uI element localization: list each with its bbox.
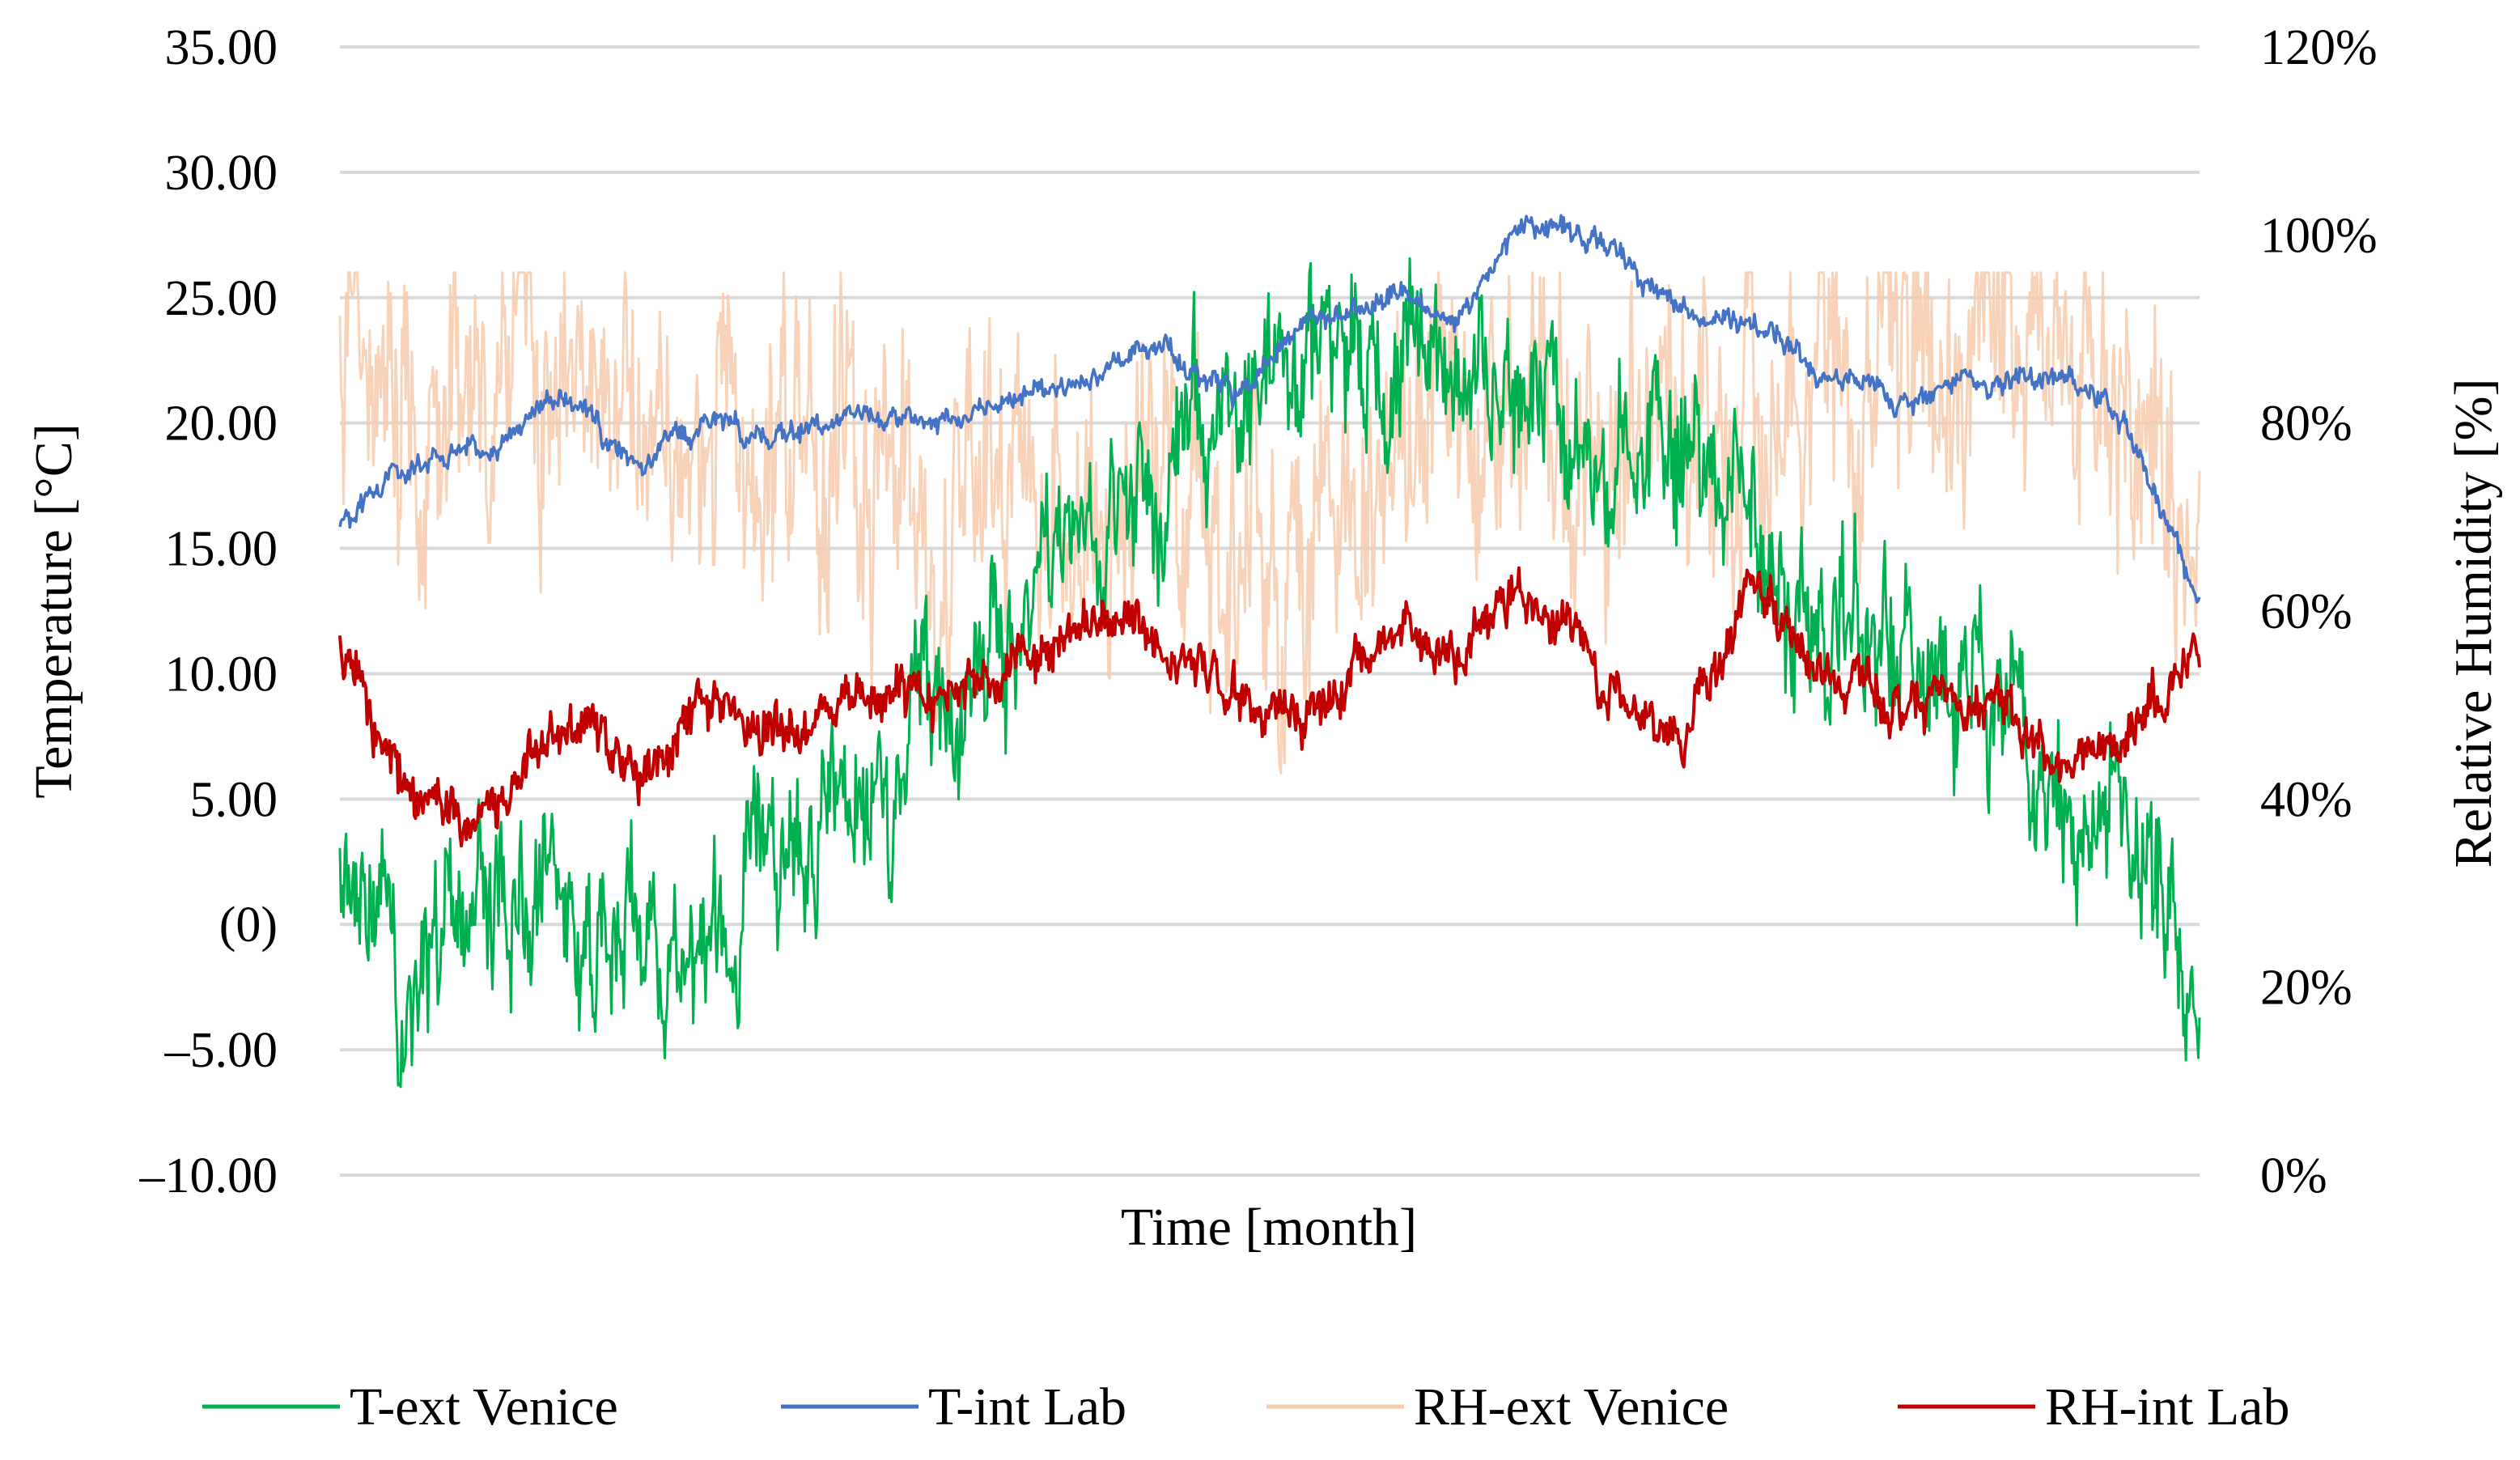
series-line-rh-ext-venice (338, 271, 2201, 775)
y-tick-left: 20.00 (165, 397, 278, 452)
y-tick-right: 100% (2260, 208, 2378, 263)
y-tick-left: –10.00 (139, 1148, 278, 1203)
legend-label: RH-int Lab (2045, 1377, 2289, 1437)
y-tick-left: 5.00 (190, 772, 278, 827)
y-tick-left: 10.00 (165, 647, 278, 702)
x-axis-title: Time [month] (1121, 1198, 1417, 1257)
y-axis-left-title: Temperature [°C] (24, 423, 83, 798)
y-tick-right: 20% (2260, 961, 2352, 1016)
legend: T-ext Venice T-int Lab RH-ext Venice RH-int… (202, 1377, 2289, 1437)
y-tick-right: 0% (2260, 1148, 2327, 1203)
legend-label: T-int Lab (928, 1377, 1126, 1437)
y-tick-left: –5.00 (164, 1023, 278, 1078)
legend-label: RH-ext Venice (1414, 1377, 1729, 1437)
y-tick-left: 35.00 (165, 20, 278, 75)
y-tick-left: 25.00 (165, 271, 278, 326)
y-axis-right: 120% 100% 80% 60% 40% 20% 0% (2260, 20, 2378, 1203)
y-tick-right: 80% (2260, 397, 2352, 452)
series-line-rh-int-lab (338, 566, 2201, 848)
legend-label: T-ext Venice (350, 1377, 618, 1437)
series-lines (338, 214, 2201, 1089)
y-tick-left: 30.00 (165, 146, 278, 201)
y-tick-left: 15.00 (165, 522, 278, 577)
series-line-t-ext-venice (338, 257, 2201, 1089)
series-line-t-int-lab (338, 214, 2201, 605)
y-tick-right: 120% (2260, 20, 2378, 75)
y-axis-left: 35.00 30.00 25.00 20.00 15.00 10.00 5.00 (0) –5.… (139, 20, 278, 1203)
y-tick-right: 40% (2260, 772, 2352, 827)
y-tick-left: (0) (219, 898, 278, 953)
y-tick-right: 60% (2260, 584, 2352, 639)
y-axis-right-title: Relative Humidity [%] (2444, 379, 2503, 868)
